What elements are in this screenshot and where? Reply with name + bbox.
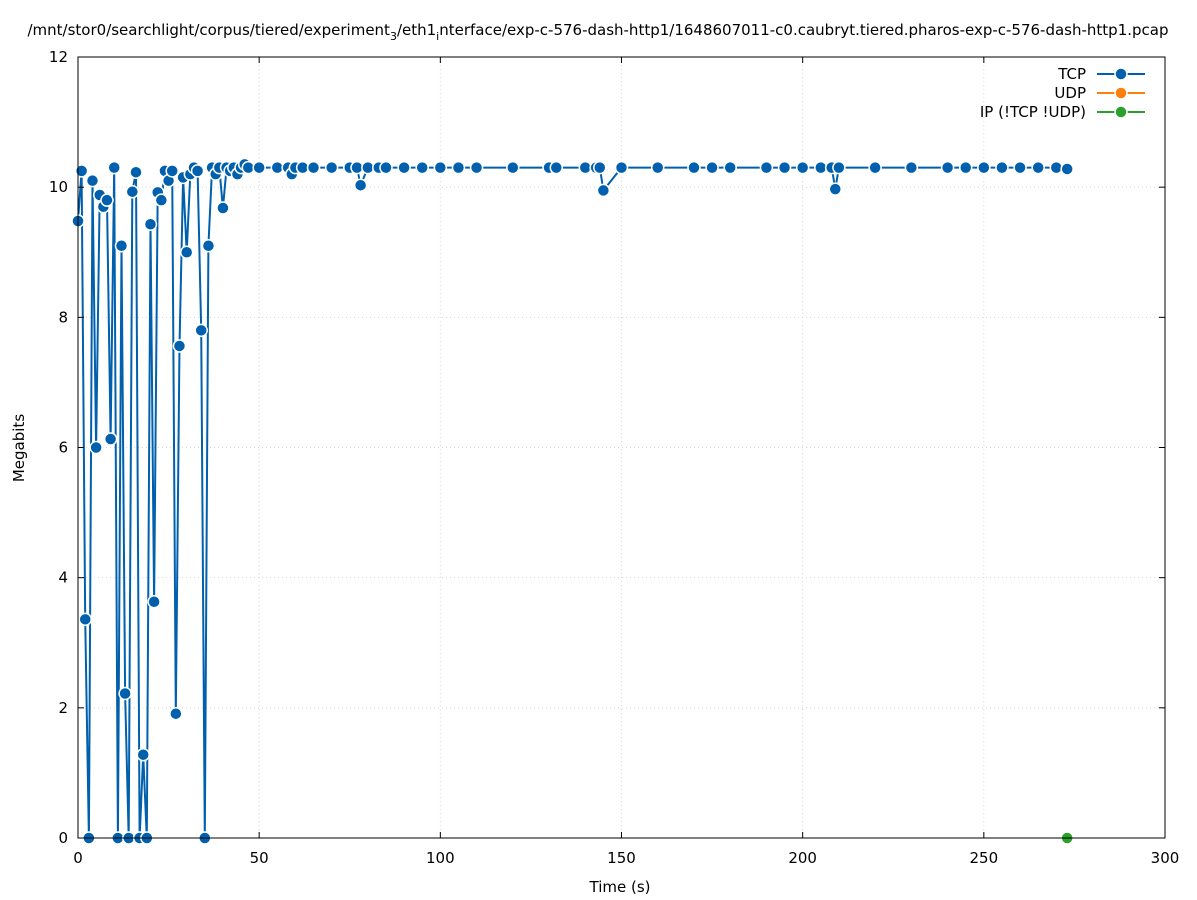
data-point-0 <box>172 339 187 353</box>
y-tick-label: 4 <box>58 569 68 587</box>
data-point-0 <box>114 238 129 253</box>
y-axis-label: Megabits <box>10 414 28 482</box>
data-point-0 <box>201 238 216 253</box>
data-point-0 <box>687 160 701 175</box>
title-sub-1: 3 <box>390 30 397 43</box>
title-part-3: nterface/exp-c-576-dash-http1/1648607011… <box>439 21 1168 39</box>
data-point-0 <box>451 160 466 175</box>
data-point-0 <box>136 747 150 762</box>
legend-marker <box>1114 105 1128 119</box>
data-point-0 <box>415 160 429 175</box>
data-point-0 <box>85 173 100 188</box>
x-axis-label: Time (s) <box>589 878 651 896</box>
y-tick-label: 10 <box>49 178 68 196</box>
chart-title: /mnt/stor0/searchlight/corpus/tiered/exp… <box>28 21 1169 43</box>
y-tick-label: 0 <box>58 829 68 847</box>
data-point-0 <box>593 160 607 175</box>
title-part-1: /mnt/stor0/searchlight/corpus/tiered/exp… <box>28 21 391 39</box>
data-point-0 <box>147 594 161 609</box>
data-point-0 <box>216 201 230 215</box>
legend-marker <box>1114 86 1128 100</box>
data-point-0 <box>777 160 792 175</box>
data-point-0 <box>1049 160 1064 175</box>
data-point-0 <box>650 160 665 175</box>
data-point-0 <box>904 160 919 175</box>
data-point-0 <box>324 160 339 175</box>
data-point-0 <box>596 183 611 198</box>
legend-label: UDP <box>1054 84 1086 102</box>
y-tick-label: 2 <box>58 699 68 717</box>
data-point-0 <box>549 160 564 175</box>
data-point-0 <box>154 193 169 207</box>
data-point-0 <box>143 217 158 232</box>
data-point-0 <box>995 160 1009 175</box>
data-point-0 <box>169 706 183 721</box>
data-point-0 <box>194 323 208 338</box>
data-point-0 <box>129 165 143 179</box>
data-point-0 <box>74 164 89 178</box>
axis-ticks: 0 50 100 150 200 250 300 0 2 4 6 8 10 12 <box>49 48 1179 867</box>
data-point-0 <box>1031 160 1045 175</box>
data-point-0 <box>306 160 321 175</box>
x-tick-label: 250 <box>970 849 999 867</box>
x-tick-label: 150 <box>607 849 636 867</box>
title-part-2: /eth1 <box>397 21 436 39</box>
data-point-0 <box>977 160 991 175</box>
y-tick-label: 8 <box>58 308 68 326</box>
data-point-0 <box>397 160 411 175</box>
series-layer <box>71 157 1074 845</box>
x-tick-label: 300 <box>1151 849 1180 867</box>
data-point-0 <box>379 160 393 175</box>
data-point-0 <box>1013 160 1027 175</box>
data-point-0 <box>78 612 92 627</box>
y-tick-label: 12 <box>49 48 68 66</box>
title-sub-2: i <box>436 30 439 43</box>
y-tick-label: 6 <box>58 439 68 457</box>
x-tick-label: 0 <box>73 849 83 867</box>
data-point-0 <box>433 160 448 175</box>
data-point-0 <box>190 164 205 178</box>
data-point-0 <box>179 245 194 259</box>
data-point-0 <box>828 182 843 196</box>
x-tick-label: 100 <box>426 849 455 867</box>
data-point-0 <box>353 178 368 192</box>
data-point-0 <box>940 160 955 175</box>
x-tick-label: 50 <box>250 849 269 867</box>
data-point-0 <box>506 160 520 175</box>
legend-label: IP (!TCP !UDP) <box>980 103 1086 121</box>
data-point-0 <box>723 160 737 175</box>
data-point-0 <box>832 160 846 175</box>
data-point-0 <box>795 160 810 175</box>
data-point-0 <box>469 160 484 175</box>
data-point-0 <box>125 184 140 199</box>
data-point-0 <box>868 160 882 175</box>
data-point-0 <box>958 160 973 175</box>
legend-label: TCP <box>1057 65 1086 83</box>
data-point-0 <box>100 193 114 207</box>
data-point-0 <box>252 160 266 175</box>
series-line-0 <box>77 163 1068 839</box>
data-point-0 <box>107 160 121 175</box>
data-point-0 <box>89 440 103 455</box>
legend-marker <box>1114 67 1128 81</box>
data-point-0 <box>1060 162 1074 176</box>
x-tick-label: 200 <box>788 849 817 867</box>
data-point-0 <box>118 686 132 701</box>
data-point-0 <box>759 160 774 175</box>
data-point-0 <box>614 160 629 175</box>
data-point-0 <box>103 432 118 446</box>
data-point-0 <box>165 164 179 178</box>
data-point-0 <box>705 160 719 175</box>
